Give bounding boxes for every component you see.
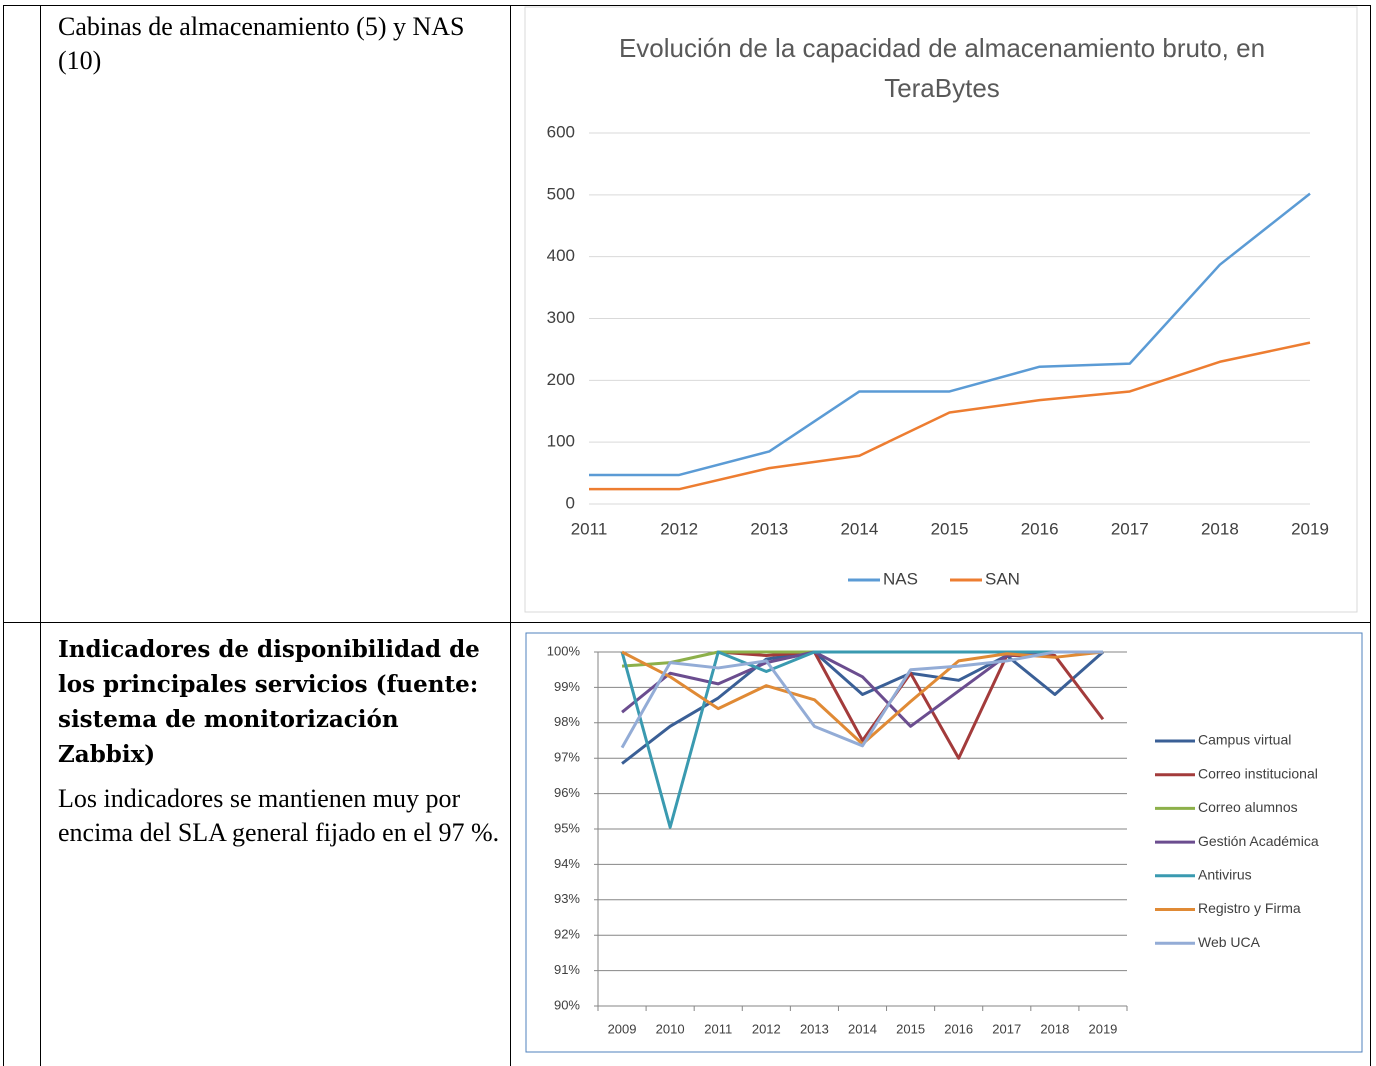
x-tick-label: 2011 <box>571 519 608 538</box>
legend-label: SAN <box>985 569 1020 588</box>
x-tick-label: 2015 <box>931 519 969 538</box>
table-border <box>40 5 41 1066</box>
chart-title: Evolución de la capacidad de almacenamie… <box>618 33 1266 103</box>
x-tick-label: 2017 <box>992 1021 1021 1036</box>
cell-text: Los indicadores se mantienen muy por enc… <box>58 784 500 847</box>
y-tick-label: 400 <box>547 246 575 265</box>
y-tick-label: 96% <box>554 785 580 800</box>
x-tick-label: 2010 <box>656 1021 685 1036</box>
table-border <box>3 5 1370 6</box>
table-border <box>3 5 4 1066</box>
x-tick-label: 2014 <box>840 519 878 538</box>
table-border <box>3 622 1370 623</box>
legend-label: NAS <box>883 569 918 588</box>
y-tick-label: 90% <box>554 997 580 1012</box>
series-line <box>620 650 1103 749</box>
y-tick-label: 0 <box>566 493 575 512</box>
x-tick-label: 2012 <box>752 1021 781 1036</box>
cell-heading: Indicadores de disponibilidad de los pri… <box>58 636 480 768</box>
y-tick-label: 95% <box>554 820 580 835</box>
table-border <box>1370 5 1371 1066</box>
x-tick-label: 2019 <box>1291 519 1329 538</box>
x-tick-label: 2016 <box>944 1021 973 1036</box>
legend-label: Campus virtual <box>1198 732 1291 748</box>
y-tick-label: 92% <box>554 927 580 942</box>
x-tick-label: 2017 <box>1111 519 1149 538</box>
series-line <box>589 341 1311 491</box>
y-tick-label: 600 <box>547 122 575 141</box>
legend-label: Registro y Firma <box>1198 900 1301 916</box>
x-tick-label: 2013 <box>800 1021 829 1036</box>
table-border <box>510 5 511 1066</box>
y-tick-label: 100 <box>547 432 575 451</box>
legend-label: Web UCA <box>1198 934 1261 950</box>
x-tick-label: 2014 <box>848 1021 877 1036</box>
y-tick-label: 500 <box>547 184 575 203</box>
cell: Indicadores de disponibilidad de los pri… <box>58 632 503 850</box>
y-tick-label: 97% <box>554 750 580 765</box>
x-tick-label: 2018 <box>1201 519 1239 538</box>
y-tick-label: 200 <box>547 370 575 389</box>
x-tick-label: 2018 <box>1040 1021 1069 1036</box>
legend-label: Antivirus <box>1198 867 1252 883</box>
legend-label: Correo institucional <box>1198 765 1318 781</box>
y-tick-label: 99% <box>554 679 580 694</box>
y-tick-label: 98% <box>554 714 580 729</box>
legend-label: Gestión Académica <box>1198 833 1319 849</box>
cell-text: Cabinas de almacenamiento (5) y NAS (10) <box>58 12 465 75</box>
x-tick-label: 2015 <box>896 1021 925 1036</box>
x-tick-label: 2016 <box>1021 519 1059 538</box>
x-tick-label: 2009 <box>608 1021 637 1036</box>
x-tick-label: 2013 <box>750 519 788 538</box>
y-tick-label: 91% <box>554 962 580 977</box>
y-tick-label: 300 <box>547 308 575 327</box>
series-line <box>589 192 1311 477</box>
series-line <box>620 650 1103 829</box>
y-tick-label: 100% <box>547 643 581 658</box>
x-tick-label: 2011 <box>704 1021 732 1036</box>
chart-frame <box>524 6 1358 613</box>
y-tick-label: 94% <box>554 856 580 871</box>
y-tick-label: 93% <box>554 891 580 906</box>
legend-label: Correo alumnos <box>1198 799 1298 815</box>
x-tick-label: 2012 <box>660 519 698 538</box>
x-tick-label: 2019 <box>1088 1021 1117 1036</box>
